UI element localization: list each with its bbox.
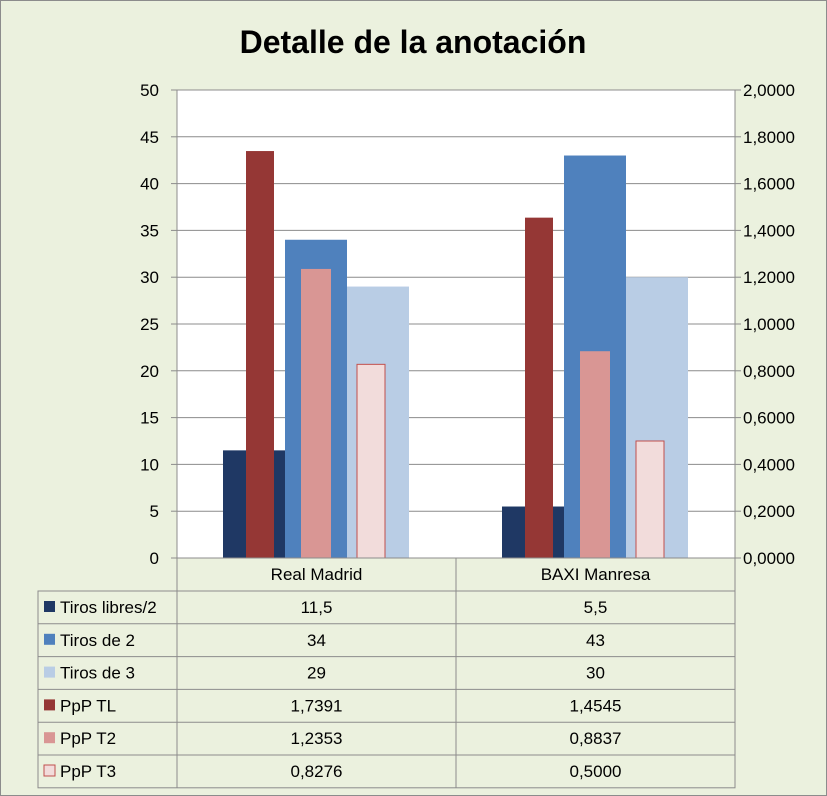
plot-area: 0 0,0000 5 0,2000 10 0,4000 15 0,6000 20 0,8000 25… [140,81,795,568]
right-axis-tick-label: 1,0000 [743,315,795,334]
left-axis-tick-label: 40 [140,175,159,194]
legend-label: PpP TL [60,696,116,715]
legend-key-ppp-t2 [44,732,55,744]
legend-label: Tiros de 2 [60,631,135,650]
legend-label: Tiros de 3 [60,664,135,683]
left-axis-tick-label: 25 [140,315,159,334]
data-label: 0,8276 [291,762,343,781]
chart-title: Detalle de la anotación [240,24,587,60]
left-axis-tick-label: 45 [140,128,159,147]
legend-label: PpP T3 [60,762,116,781]
data-label: 1,4545 [570,696,622,715]
bar-ppp-tl-1 [246,151,274,558]
bar-ppp-t2-1 [301,268,331,558]
data-table: Real Madrid BAXI Manresa Tiros libres/2 11,… [37,557,736,789]
bar-ppp-t3-2 [635,440,665,559]
left-axis-tick-label: 30 [140,268,159,287]
legend-key-tiros-de-2 [44,633,55,645]
bar-ppp-t2-2 [580,351,610,558]
legend-label: Tiros libres/2 [60,598,157,617]
data-label: 11,5 [301,598,333,617]
legend-key-ppp-t3 [43,764,56,777]
left-axis-tick-label: 50 [140,81,159,100]
data-label: 1,2353 [291,729,343,748]
bar-ppp-tl-2 [525,217,553,558]
data-label: 34 [307,631,326,650]
category-label: Real Madrid [271,565,363,584]
right-axis-tick-label: 0,8000 [743,362,795,381]
right-axis-tick-label: 1,8000 [743,128,795,147]
left-axis-tick-label: 5 [150,502,159,521]
right-axis-tick-label: 1,4000 [743,221,795,240]
left-axis-tick-label: 0 [150,549,159,568]
right-axis-tick-label: 0,6000 [743,409,795,428]
data-label: 5,5 [584,598,608,617]
left-axis-tick-label: 20 [140,362,159,381]
data-label: 29 [307,664,326,683]
left-axis-tick-label: 15 [140,409,159,428]
right-axis-tick-label: 1,2000 [743,268,795,287]
data-label: 1,7391 [291,696,343,715]
category-label: BAXI Manresa [541,565,651,584]
legend-key-ppp-tl [44,699,55,711]
data-label: 43 [586,631,605,650]
right-axis-tick-label: 0,2000 [743,502,795,521]
data-label: 0,5000 [570,762,622,781]
right-axis-tick-label: 0,4000 [743,455,795,474]
right-axis-tick-label: 2,0000 [743,81,795,100]
right-axis-tick-label: 0,0000 [743,549,795,568]
data-label: 0,8837 [570,729,622,748]
left-axis-tick-label: 10 [140,455,159,474]
data-label: 30 [586,664,605,683]
left-axis-tick-label: 35 [140,221,159,240]
bar-ppp-t3-1 [356,363,386,559]
right-axis-tick-label: 1,6000 [743,175,795,194]
legend-key-tiros-libres-2 [44,601,55,612]
legend-key-tiros-de-3 [44,666,55,678]
legend-label: PpP T2 [60,729,116,748]
